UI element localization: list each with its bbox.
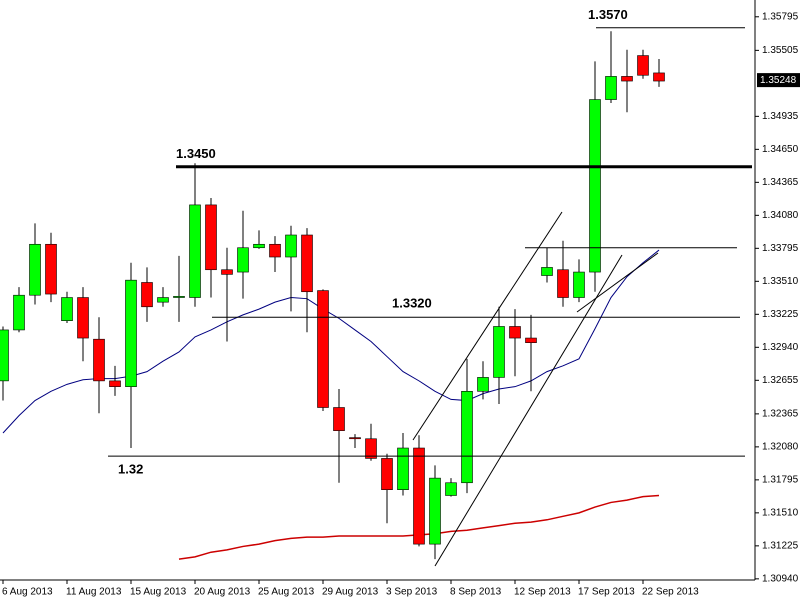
level-label: 1.3570 (588, 7, 628, 22)
candle-body (557, 269, 569, 298)
trend-line (434, 254, 623, 567)
candle-body (93, 338, 105, 382)
candle-body (269, 243, 281, 258)
candle-body (77, 297, 89, 339)
y-tick-label: 1.32940 (762, 342, 799, 353)
candle-body (637, 55, 649, 76)
y-tick-label: 1.33225 (762, 309, 799, 320)
candle-body (45, 243, 57, 295)
candle-body (173, 296, 185, 298)
y-tick-label: 1.34365 (762, 177, 799, 188)
candle-body (13, 294, 25, 331)
candle-body (413, 447, 425, 545)
x-tick-label: 20 Aug 2013 (194, 587, 251, 598)
candle-body (381, 458, 393, 491)
candle-body (461, 390, 473, 484)
candle-body (285, 234, 297, 258)
x-tick-label: 3 Sep 2013 (386, 587, 438, 598)
trend-line (576, 252, 659, 313)
candle-body (541, 267, 553, 276)
moving-average (2, 249, 660, 434)
candle-body (493, 326, 505, 378)
candle-body (621, 76, 633, 82)
y-tick-label: 1.33510 (762, 276, 799, 287)
candle-body (61, 297, 73, 321)
candle-body (109, 380, 121, 387)
level-label: 1.32 (118, 462, 143, 477)
y-tick-label: 1.32080 (762, 442, 799, 453)
y-tick-label: 1.34650 (762, 144, 799, 155)
candle-body (189, 204, 201, 298)
y-tick-label: 1.32655 (762, 375, 799, 386)
x-tick-label: 29 Aug 2013 (322, 587, 379, 598)
trend-line (412, 211, 563, 441)
x-tick-label: 22 Sep 2013 (642, 587, 699, 598)
candle-body (157, 297, 169, 303)
x-tick-label: 17 Sep 2013 (578, 587, 635, 598)
candle-body (221, 269, 233, 275)
y-tick-label: 1.33795 (762, 243, 799, 254)
y-tick-label: 1.34935 (762, 111, 799, 122)
x-tick-label: 25 Aug 2013 (258, 587, 315, 598)
level-label: 1.3320 (392, 296, 432, 311)
candle-body (237, 247, 249, 273)
candle-body (365, 438, 377, 459)
y-tick-label: 1.31225 (762, 540, 799, 551)
x-tick-label: 12 Sep 2013 (514, 587, 571, 598)
candle-body (445, 482, 457, 496)
candle-body (525, 337, 537, 343)
y-tick-label: 1.35505 (762, 45, 799, 56)
x-tick-label: 6 Aug 2013 (2, 587, 53, 598)
x-tick-label: 15 Aug 2013 (130, 587, 187, 598)
candle-body (141, 282, 153, 308)
candle-body (605, 76, 617, 100)
x-tick-label: 11 Aug 2013 (66, 587, 122, 598)
candle-body (205, 204, 217, 271)
y-tick-label: 1.34080 (762, 210, 799, 221)
candle-body (301, 234, 313, 293)
current-price-label: 1.35248 (760, 75, 797, 86)
candle-body (317, 290, 329, 408)
candle-body (349, 437, 361, 440)
y-tick-label: 1.35795 (762, 11, 799, 22)
x-tick-label: 8 Sep 2013 (450, 587, 502, 598)
plot-area (0, 31, 665, 560)
candle-body (573, 271, 585, 298)
candle-body (0, 329, 9, 382)
y-tick-label: 1.32365 (762, 409, 799, 420)
level-label: 1.3450 (176, 146, 216, 161)
candle-body (253, 243, 265, 249)
candle-body (509, 326, 521, 339)
candle-body (125, 279, 137, 387)
candle-body (477, 377, 489, 392)
y-tick-label: 1.31510 (762, 507, 799, 518)
candle-body (29, 243, 41, 296)
current-price-box (757, 73, 800, 88)
candle-body (429, 477, 441, 545)
y-tick-label: 1.31795 (762, 475, 799, 486)
y-tick-label: 1.30940 (762, 573, 799, 584)
candle-body (397, 447, 409, 491)
candle-body (653, 72, 665, 82)
candle-body (589, 99, 601, 273)
candle-body (333, 407, 345, 431)
